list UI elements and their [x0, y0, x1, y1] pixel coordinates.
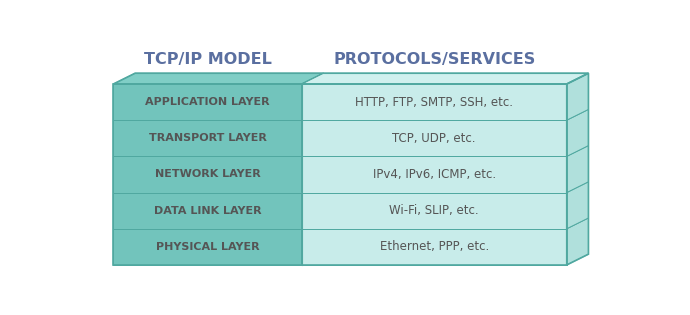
- Polygon shape: [302, 73, 589, 84]
- Text: NETWORK LAYER: NETWORK LAYER: [155, 169, 260, 180]
- Text: APPLICATION LAYER: APPLICATION LAYER: [145, 97, 270, 107]
- Polygon shape: [302, 146, 589, 156]
- Polygon shape: [113, 218, 323, 229]
- Polygon shape: [302, 229, 566, 265]
- Polygon shape: [302, 109, 589, 120]
- Polygon shape: [566, 218, 589, 265]
- Polygon shape: [302, 218, 323, 265]
- Polygon shape: [113, 229, 302, 265]
- Text: TRANSPORT LAYER: TRANSPORT LAYER: [148, 133, 266, 143]
- Polygon shape: [302, 146, 323, 192]
- Text: DATA LINK LAYER: DATA LINK LAYER: [154, 206, 262, 216]
- Polygon shape: [113, 73, 323, 84]
- Polygon shape: [302, 182, 323, 229]
- Polygon shape: [302, 120, 566, 156]
- Polygon shape: [113, 120, 302, 156]
- Text: TCP/IP MODEL: TCP/IP MODEL: [144, 52, 271, 67]
- Polygon shape: [302, 182, 589, 192]
- Polygon shape: [302, 84, 566, 120]
- Polygon shape: [302, 109, 323, 156]
- Text: PHYSICAL LAYER: PHYSICAL LAYER: [156, 242, 259, 252]
- Text: Wi-Fi, SLIP, etc.: Wi-Fi, SLIP, etc.: [389, 204, 479, 217]
- Polygon shape: [302, 156, 566, 192]
- Polygon shape: [302, 218, 589, 229]
- Polygon shape: [113, 192, 302, 229]
- Text: Ethernet, PPP, etc.: Ethernet, PPP, etc.: [380, 240, 489, 253]
- Text: HTTP, FTP, SMTP, SSH, etc.: HTTP, FTP, SMTP, SSH, etc.: [355, 95, 513, 109]
- Polygon shape: [113, 156, 302, 192]
- Text: TCP, UDP, etc.: TCP, UDP, etc.: [393, 132, 476, 145]
- Polygon shape: [566, 109, 589, 156]
- Polygon shape: [566, 73, 589, 120]
- Polygon shape: [113, 109, 323, 120]
- Polygon shape: [302, 192, 566, 229]
- Polygon shape: [302, 73, 323, 120]
- Polygon shape: [113, 146, 323, 156]
- Polygon shape: [566, 182, 589, 229]
- Polygon shape: [566, 146, 589, 192]
- Text: IPv4, IPv6, ICMP, etc.: IPv4, IPv6, ICMP, etc.: [373, 168, 495, 181]
- Polygon shape: [113, 182, 323, 192]
- Polygon shape: [113, 84, 302, 120]
- Text: PROTOCOLS/SERVICES: PROTOCOLS/SERVICES: [333, 52, 535, 67]
